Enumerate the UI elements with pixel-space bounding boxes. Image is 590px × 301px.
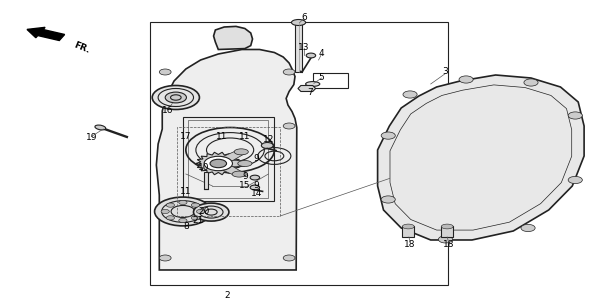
Polygon shape — [214, 26, 253, 49]
Text: 14: 14 — [251, 189, 263, 198]
Ellipse shape — [179, 200, 187, 205]
Polygon shape — [196, 152, 241, 175]
Text: 15: 15 — [239, 182, 251, 191]
Ellipse shape — [402, 224, 414, 229]
Polygon shape — [298, 85, 316, 92]
Text: 8: 8 — [183, 222, 189, 231]
Ellipse shape — [194, 203, 229, 221]
Ellipse shape — [524, 79, 538, 86]
Ellipse shape — [306, 82, 320, 86]
Text: 11: 11 — [239, 132, 251, 141]
Bar — [402, 225, 414, 237]
Text: 9: 9 — [254, 182, 260, 191]
Text: 3: 3 — [442, 67, 448, 76]
Bar — [177, 128, 280, 216]
Ellipse shape — [95, 125, 106, 130]
Ellipse shape — [159, 69, 171, 75]
Text: 20: 20 — [198, 207, 209, 216]
Bar — [313, 73, 348, 88]
Ellipse shape — [521, 224, 535, 231]
Text: 4: 4 — [319, 49, 324, 58]
Polygon shape — [214, 161, 242, 176]
Ellipse shape — [152, 85, 199, 110]
Ellipse shape — [441, 224, 453, 229]
Text: 2: 2 — [224, 291, 230, 300]
Polygon shape — [378, 75, 584, 240]
Ellipse shape — [161, 209, 169, 214]
Text: 12: 12 — [263, 135, 274, 144]
Ellipse shape — [381, 132, 395, 139]
Text: 9: 9 — [254, 154, 260, 163]
FancyArrow shape — [27, 27, 65, 41]
Text: 13: 13 — [298, 44, 310, 52]
Ellipse shape — [283, 255, 295, 261]
Text: 10: 10 — [198, 163, 209, 172]
Bar — [295, 23, 302, 72]
Ellipse shape — [283, 123, 295, 129]
Text: 18: 18 — [404, 240, 416, 249]
Ellipse shape — [283, 69, 295, 75]
Ellipse shape — [291, 20, 306, 26]
Bar — [204, 172, 208, 189]
Text: 7: 7 — [307, 88, 313, 98]
Ellipse shape — [159, 255, 171, 261]
Polygon shape — [214, 150, 245, 166]
Text: 16: 16 — [162, 107, 174, 116]
Ellipse shape — [155, 197, 211, 226]
Ellipse shape — [568, 112, 582, 119]
Ellipse shape — [381, 196, 395, 203]
Text: 19: 19 — [86, 133, 97, 142]
Polygon shape — [218, 160, 245, 167]
Polygon shape — [156, 49, 297, 270]
Ellipse shape — [179, 219, 187, 222]
Bar — [441, 225, 453, 237]
Ellipse shape — [403, 91, 417, 98]
Ellipse shape — [166, 216, 175, 220]
Text: 6: 6 — [301, 14, 307, 23]
Ellipse shape — [232, 171, 246, 177]
Ellipse shape — [159, 213, 171, 219]
Text: 17: 17 — [180, 132, 192, 141]
Ellipse shape — [210, 159, 227, 168]
Ellipse shape — [204, 156, 232, 171]
Ellipse shape — [306, 53, 316, 58]
Ellipse shape — [196, 209, 205, 214]
Bar — [150, 23, 448, 285]
Ellipse shape — [166, 203, 175, 207]
Text: 5: 5 — [319, 73, 324, 82]
Ellipse shape — [568, 176, 582, 184]
Ellipse shape — [459, 76, 473, 83]
Text: 11: 11 — [180, 188, 192, 197]
Ellipse shape — [191, 216, 199, 220]
Text: 9: 9 — [242, 172, 248, 182]
Ellipse shape — [165, 92, 186, 103]
Ellipse shape — [238, 160, 252, 166]
Ellipse shape — [250, 185, 260, 190]
Text: FR.: FR. — [73, 41, 91, 55]
Ellipse shape — [191, 203, 199, 207]
Text: 11: 11 — [215, 132, 227, 141]
Ellipse shape — [261, 142, 273, 148]
Text: 21: 21 — [192, 216, 204, 225]
Ellipse shape — [234, 149, 248, 155]
Bar — [183, 117, 274, 201]
Ellipse shape — [250, 175, 260, 180]
Ellipse shape — [438, 236, 453, 243]
Text: 18: 18 — [442, 240, 454, 249]
